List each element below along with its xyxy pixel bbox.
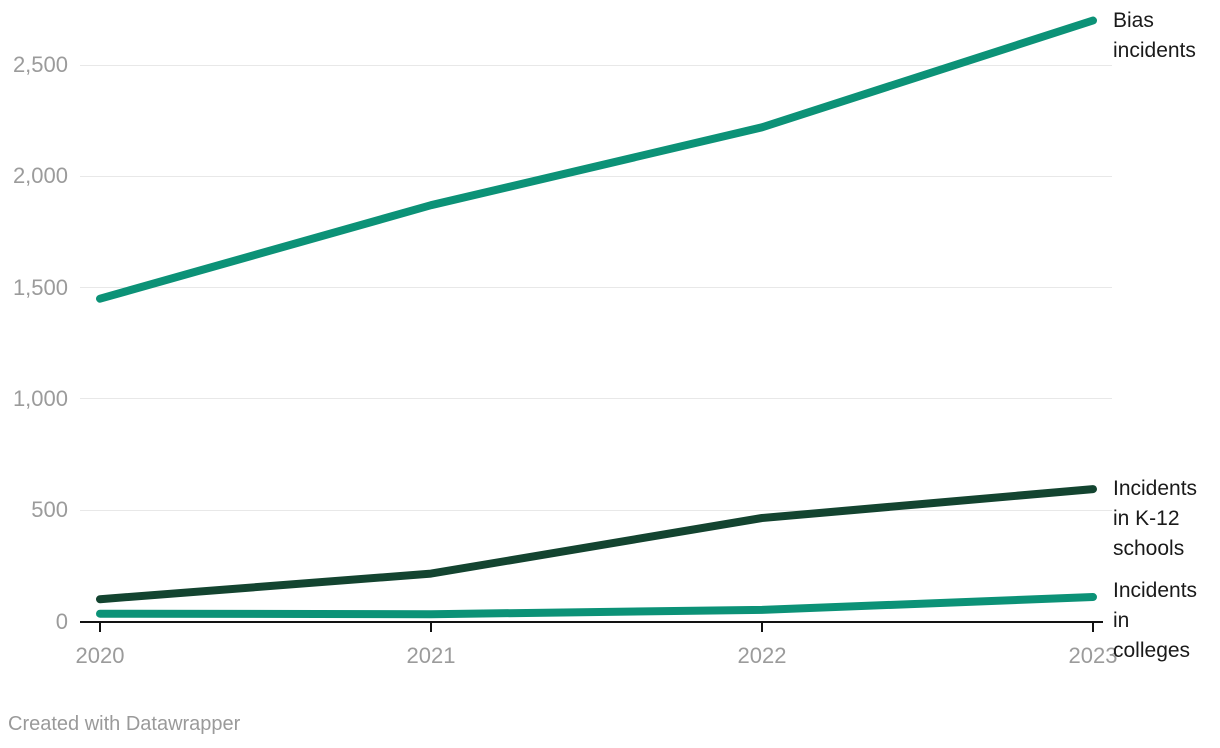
x-axis-baseline <box>80 620 1103 623</box>
gridline-2000 <box>80 175 1112 177</box>
y-axis-tick-label: 500 <box>31 497 68 523</box>
y-axis-tick-label: 2,000 <box>12 163 68 189</box>
series-line-2 <box>96 593 1097 619</box>
gridline-1000 <box>80 398 1112 400</box>
x-axis-tick-label: 2021 <box>406 643 456 668</box>
gridline-500 <box>80 509 1112 511</box>
gridline-2500 <box>80 64 1112 66</box>
gridline-1500 <box>80 287 1112 289</box>
x-axis-tick-label: 2020 <box>75 643 125 668</box>
x-axis-tick <box>761 622 763 632</box>
datawrapper-attribution-link[interactable]: Created with Datawrapper <box>8 713 241 735</box>
y-axis-tick-label: 1,500 <box>12 274 68 300</box>
series-line-0 <box>96 16 1097 303</box>
x-axis-tick-label: 2023 <box>1068 643 1118 668</box>
series-label-bias-incidents: Bias incidents <box>1113 9 1196 62</box>
series-label-colleges: Incidents in colleges <box>1113 579 1198 662</box>
y-axis-tick-label: 0 <box>55 608 68 634</box>
x-axis-tick <box>1092 622 1094 632</box>
x-axis-tick <box>430 622 432 632</box>
y-axis-tick-label: 2,500 <box>12 52 68 77</box>
series-line-1 <box>96 485 1097 604</box>
y-axis-tick-label: 1,000 <box>12 385 68 411</box>
series-label-k12-schools: Incidents in K-12 schools <box>1113 477 1198 560</box>
x-axis-tick-label: 2022 <box>737 643 787 668</box>
x-axis-tick <box>99 622 101 632</box>
